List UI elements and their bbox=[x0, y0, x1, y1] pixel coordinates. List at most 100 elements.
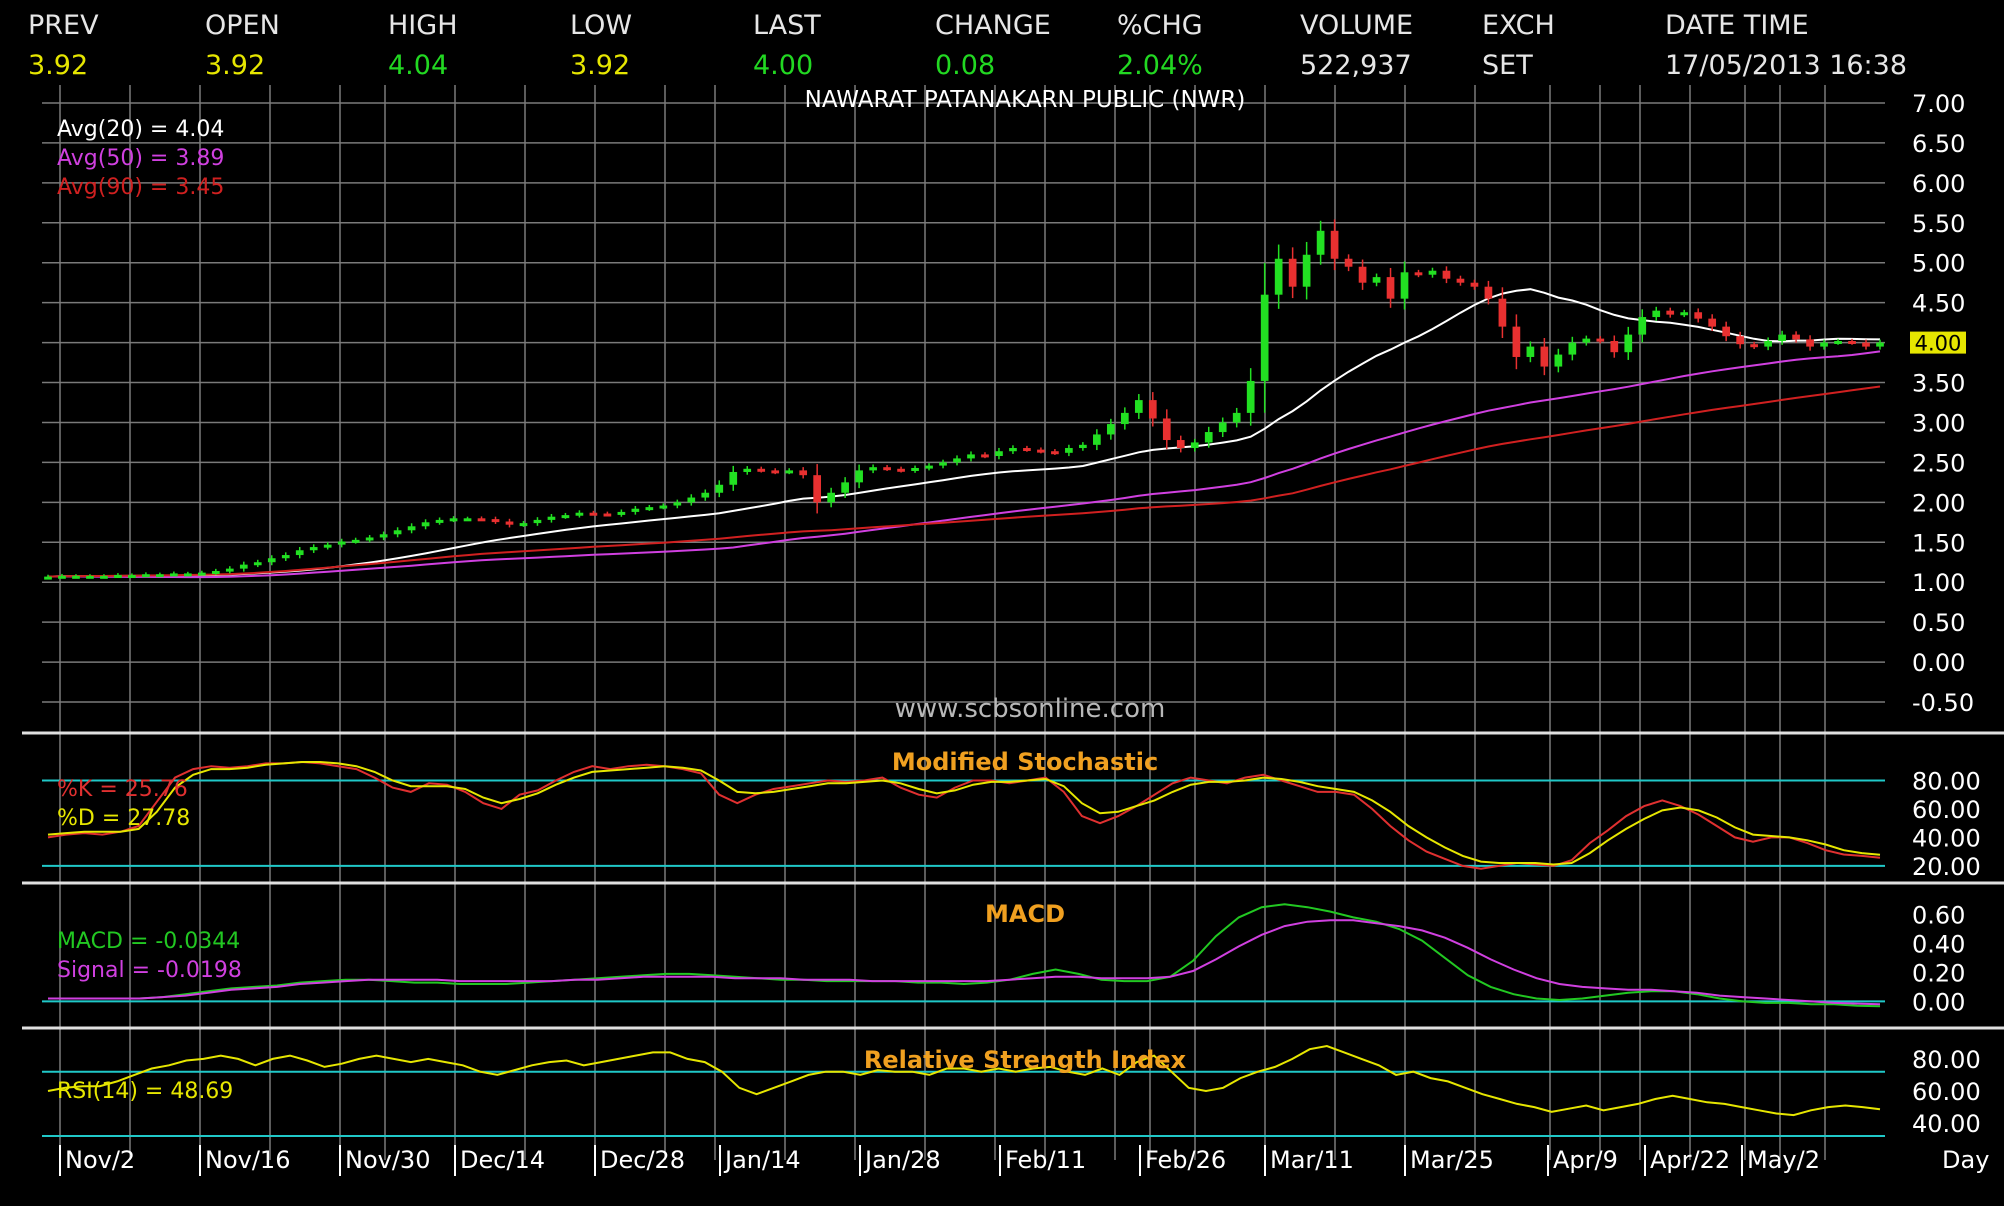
ma-line-avg20 bbox=[47, 288, 1881, 578]
price-ytick-2: 6.00 bbox=[1912, 170, 1965, 198]
candle-body-2 bbox=[72, 575, 80, 579]
candle-body-66 bbox=[967, 454, 975, 459]
candle-body-108 bbox=[1554, 354, 1563, 367]
last-price-tag bbox=[1910, 331, 1966, 354]
candle-body-4 bbox=[100, 575, 108, 579]
quote-value-high: 4.04 bbox=[388, 50, 449, 81]
candle-body-100 bbox=[1442, 270, 1451, 279]
candle-body-131 bbox=[1876, 342, 1884, 347]
quote-label-volume: VOLUME bbox=[1300, 10, 1414, 41]
candle-body-98 bbox=[1414, 272, 1423, 276]
candle-body-128 bbox=[1834, 341, 1842, 345]
stochastic-ytick-2: 40.00 bbox=[1912, 824, 1981, 852]
candle-body-119 bbox=[1708, 318, 1717, 327]
candle-body-61 bbox=[897, 468, 905, 472]
candle-body-28 bbox=[435, 519, 444, 523]
candle-body-96 bbox=[1386, 277, 1395, 299]
rsi-legend-0: RSI(14) = 48.69 bbox=[57, 1079, 233, 1104]
candle-body-52 bbox=[771, 470, 780, 474]
candle-body-104 bbox=[1498, 298, 1507, 327]
candle-body-65 bbox=[953, 458, 961, 463]
candle-body-0 bbox=[44, 576, 52, 580]
candle-body-50 bbox=[743, 468, 752, 472]
candle-body-8 bbox=[156, 574, 164, 578]
candle-body-21 bbox=[337, 541, 346, 545]
quote-value-exch: SET bbox=[1482, 50, 1533, 81]
macd-ytick-1: 0.40 bbox=[1912, 930, 1965, 958]
candle-body-74 bbox=[1079, 444, 1087, 449]
candle-body-86 bbox=[1246, 380, 1255, 413]
candle-body-88 bbox=[1274, 258, 1283, 295]
stochastic-legend-1: %D = 27.78 bbox=[57, 806, 190, 831]
candle-body-35 bbox=[533, 519, 542, 524]
price-ytick-12: 1.00 bbox=[1912, 569, 1965, 597]
stochastic-title: Modified Stochastic bbox=[892, 748, 1158, 776]
xtick-label-10: Mar/25 bbox=[1410, 1146, 1494, 1174]
candle-body-109 bbox=[1568, 342, 1577, 355]
candle-body-3 bbox=[86, 575, 94, 579]
candle-body-6 bbox=[128, 575, 136, 579]
macd-ytick-0: 0.60 bbox=[1912, 901, 1965, 929]
rsi-ytick-1: 60.00 bbox=[1912, 1078, 1981, 1106]
xtick-label-3: Dec/14 bbox=[460, 1146, 545, 1174]
candle-body-51 bbox=[757, 468, 766, 472]
quote-label-change: CHANGE bbox=[935, 10, 1051, 41]
candle-body-111 bbox=[1596, 338, 1605, 342]
candle-body-44 bbox=[659, 505, 668, 509]
rsi-ytick-2: 40.00 bbox=[1912, 1110, 1981, 1138]
quote-value-open: 3.92 bbox=[205, 50, 266, 81]
macd-legend-1: Signal = -0.0198 bbox=[57, 958, 242, 983]
candle-body-113 bbox=[1624, 334, 1633, 353]
xtick-label-11: Apr/9 bbox=[1553, 1146, 1618, 1174]
last-price-tag-text: 4.00 bbox=[1915, 332, 1962, 356]
quote-value-volume: 522,937 bbox=[1300, 50, 1412, 81]
candle-body-54 bbox=[799, 470, 808, 476]
macd-ytick-2: 0.20 bbox=[1912, 959, 1965, 987]
price-ytick-10: 2.00 bbox=[1912, 489, 1965, 517]
candle-body-67 bbox=[981, 454, 989, 458]
candle-body-10 bbox=[184, 573, 192, 577]
quote-value-prev: 3.92 bbox=[28, 50, 89, 81]
candle-body-123 bbox=[1764, 341, 1772, 347]
candle-body-114 bbox=[1638, 317, 1647, 335]
ma-line-avg90 bbox=[47, 385, 1881, 578]
candle-body-29 bbox=[449, 518, 458, 522]
candle-body-93 bbox=[1344, 258, 1353, 267]
quote-value-change: 0.08 bbox=[935, 50, 996, 81]
candle-body-124 bbox=[1778, 334, 1786, 342]
candle-body-62 bbox=[911, 467, 919, 471]
candle-body-85 bbox=[1232, 412, 1241, 423]
candle-body-17 bbox=[281, 555, 290, 559]
stochastic-line-k bbox=[47, 760, 1881, 870]
price-ytick-7: 3.50 bbox=[1912, 370, 1965, 398]
candle-body-63 bbox=[925, 465, 933, 469]
candle-body-37 bbox=[561, 515, 570, 519]
price-ytick-13: 0.50 bbox=[1912, 609, 1965, 637]
macd-title: MACD bbox=[985, 900, 1065, 928]
stochastic-ytick-1: 60.00 bbox=[1912, 796, 1981, 824]
candle-body-5 bbox=[114, 575, 122, 579]
candle-body-79 bbox=[1148, 400, 1157, 419]
candle-body-127 bbox=[1820, 342, 1828, 347]
candle-body-122 bbox=[1750, 344, 1758, 348]
candle-body-34 bbox=[519, 523, 528, 527]
rsi-line-rsi14 bbox=[47, 1044, 1881, 1117]
macd-legend-0: MACD = -0.0344 bbox=[57, 929, 240, 954]
candle-body-102 bbox=[1470, 282, 1479, 287]
candle-body-13 bbox=[225, 568, 234, 572]
candle-body-32 bbox=[491, 519, 500, 523]
candle-body-125 bbox=[1792, 334, 1800, 340]
price-ytick-1: 6.50 bbox=[1912, 130, 1965, 158]
candle-body-1 bbox=[58, 575, 66, 579]
candle-body-78 bbox=[1134, 400, 1143, 413]
quote-label-high: HIGH bbox=[388, 10, 458, 41]
quote-value-low: 3.92 bbox=[570, 50, 631, 81]
candle-body-23 bbox=[365, 537, 374, 541]
ma-legend-1: Avg(50) = 3.89 bbox=[57, 146, 224, 171]
xtick-label-13: May/2 bbox=[1747, 1146, 1820, 1174]
price-ytick-14: 0.00 bbox=[1912, 649, 1965, 677]
candle-body-41 bbox=[617, 511, 626, 515]
macd-line-signal bbox=[48, 919, 1881, 1006]
candle-body-129 bbox=[1848, 341, 1856, 345]
quote-value-pctchg: 2.04% bbox=[1117, 50, 1203, 81]
